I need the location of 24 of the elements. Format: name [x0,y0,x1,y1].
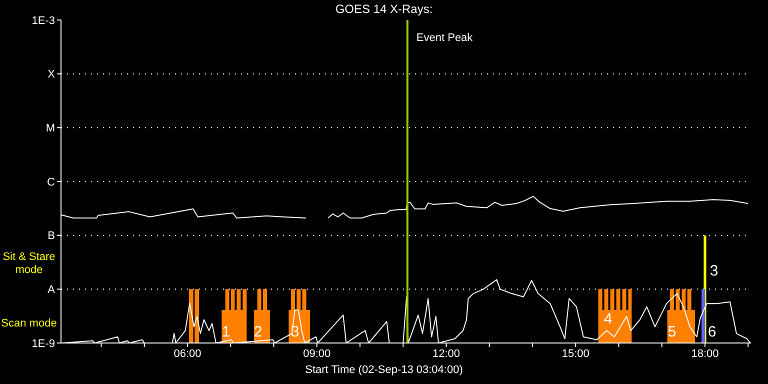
ref-line-label: Event Peak [416,32,474,44]
y-tick-label: A [48,284,56,296]
y-tick-label: 1E-9 [32,338,55,350]
text: Sit & Stare mode [2,251,56,277]
x-axis-title: Start Time (02-Sep-13 03:04:00) [304,364,464,376]
annotation: 1 [220,324,232,340]
chart-title: GOES 14 X-Rays: [334,2,434,16]
y-tick-label: X [48,68,56,81]
annotation: 3 [290,324,300,340]
text: Scan mode [0,318,58,330]
y-tick-label: C [47,176,56,188]
x-tick-label: 15:00 [562,348,590,360]
annotation: 4 [602,310,614,328]
y-tick-label: 1E-3 [32,14,55,27]
annotation: 6 [706,324,718,340]
x-tick-label: 06:00 [174,348,202,360]
annotation: 5 [666,324,678,340]
x-tick-label: 09:00 [303,348,331,360]
y-tick-label: B [48,230,55,242]
x-tick-label: 12:00 [432,348,460,360]
annotation: 2 [252,324,264,340]
x-tick-label: 18:00 [691,348,719,360]
y-tick-label: M [46,122,55,135]
annotation: 3 [708,262,720,280]
